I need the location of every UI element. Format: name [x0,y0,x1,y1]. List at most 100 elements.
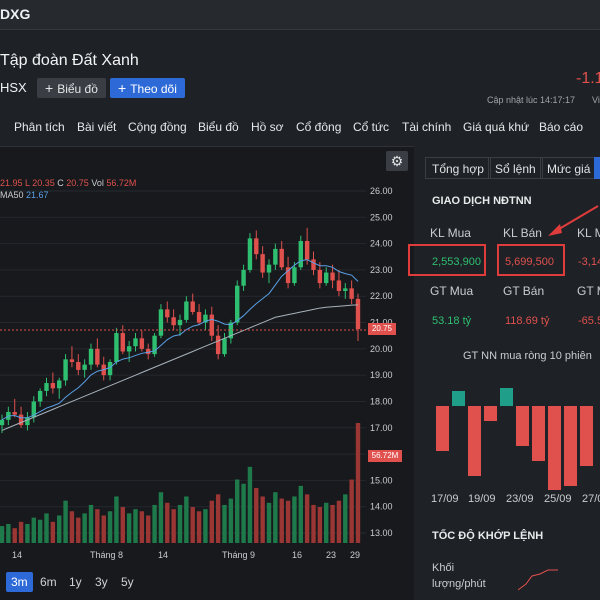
nav-item-chart[interactable]: Biểu đồ [198,120,239,134]
candle-body [114,333,119,362]
net-buy-bar [580,406,593,466]
net-buy-bar [532,406,545,461]
candle-body [133,338,138,347]
candle-body [235,285,240,323]
volume-bar [190,507,195,543]
y-tick-label: 17.00 [370,423,393,433]
price-chart[interactable]: 26.00 25.00 24.00 23.00 22.00 21.00 20.00 19.00… [0,147,414,600]
volume-bar [247,466,253,543]
tab-orderbook[interactable]: Sổ lệnh [488,157,543,179]
volume-bar [133,509,138,543]
ma-line [1,259,359,421]
foreign-trading-panel [416,146,600,600]
nav-item-community[interactable]: Cộng đồng [128,120,187,134]
range-1y[interactable]: 1y [69,575,82,589]
candle-body [12,411,17,415]
net-buy-bar [436,406,449,451]
y-tick-label: 13.00 [370,528,393,538]
match-speed-chart [518,569,558,591]
follow-button[interactable]: + Theo dõi [110,78,185,98]
candle-body [292,267,297,284]
volume-bar [298,485,303,543]
candle-body [279,248,284,268]
nav-item-dividends[interactable]: Cổ tức [353,120,390,134]
nav-item-financials[interactable]: Tài chính [402,120,452,134]
tab-active-edge[interactable] [594,157,600,179]
x-tick-label: 23 [326,550,336,560]
candle-body [304,240,310,260]
volume-bar [171,509,176,543]
candle-body [298,240,303,268]
y-tick-label: 24.00 [370,239,393,249]
candle-body [241,269,246,286]
range-3m[interactable]: 3m [6,572,33,592]
candle-body [330,272,335,281]
net-buy-bar [516,406,529,446]
candle-body [31,401,36,418]
ma-legend: MA50 21.67 [0,190,49,200]
candle-body [285,267,291,284]
match-speed-label: Khối lượng/phút [432,562,486,590]
candle-body [69,359,75,362]
chart-button[interactable]: + Biểu đồ [37,78,106,98]
legend-vol: 56.72M [106,178,137,188]
candle-body [228,322,234,339]
x-tick-label: Tháng 9 [222,550,255,560]
net-chart-date: 27/0 [582,493,600,505]
volume-bar [18,521,24,543]
volume-bar [304,494,310,543]
nav-item-articles[interactable]: Bài viết [77,120,117,134]
volume-bar [355,423,361,543]
range-6m[interactable]: 6m [40,575,57,589]
candle-body [324,272,329,284]
range-5y[interactable]: 5y [121,575,134,589]
sell-value-label: GT Bán [503,284,545,298]
nav-item-analysis[interactable]: Phân tích [14,120,65,134]
volume-bar [37,519,43,543]
volume-bar [69,511,75,543]
chart-panel: 26.00 25.00 24.00 23.00 22.00 21.00 20.00 19.00… [0,146,414,600]
sell-value-value: 118.69 tỷ [505,315,550,327]
foreign-section-title: GIAO DỊCH NĐTNN [432,195,532,207]
volume-bar [95,509,100,543]
company-name: Tập đoàn Đất Xanh [0,52,139,69]
candle-body [311,259,316,270]
candle-body [25,417,30,426]
candle-body [44,383,49,391]
volume-bar [317,507,323,543]
net-volume-label: KL M [577,226,600,240]
range-3y[interactable]: 3y [95,575,108,589]
nav-item-shareholders[interactable]: Cổ đông [296,120,342,134]
chart-button-label: Biểu đồ [57,82,98,96]
gear-icon[interactable]: ⚙ [386,151,408,171]
candle-body [165,309,170,318]
nav-item-reports[interactable]: Báo cáo [539,120,584,134]
candle-body [76,362,81,370]
net-buy-bar [548,406,561,490]
nav-item-price-history[interactable]: Giá quá khứ [463,120,530,134]
tab-price-levels[interactable]: Mức giá [540,157,598,179]
net-chart-date: 25/09 [544,493,572,505]
y-tick-label: 21.00 [370,318,393,328]
plus-icon: + [45,80,54,96]
net-buy-bar [564,406,577,486]
annotation-arrow [548,205,599,236]
nav-item-profile[interactable]: Hồ sơ [251,120,284,134]
ticker-title: DXG [0,6,31,22]
plus-icon: + [118,80,127,96]
candle-body [336,280,342,291]
y-tick-label: 20.00 [370,344,393,354]
candle-body [247,238,253,270]
price-change: -1.1 [576,70,600,87]
net-buy-chart[interactable] [416,370,600,490]
net-value-label: GT M [577,284,600,298]
candle-body [126,346,132,352]
candle-body [254,238,259,255]
x-tick-label: 29 [350,550,360,560]
candle-body [184,301,189,320]
volume-bar [126,513,132,543]
ma50-line [1,304,359,431]
tab-summary[interactable]: Tổng hợp [425,157,491,179]
volume-bar [158,492,164,543]
volume-bar [228,498,234,543]
